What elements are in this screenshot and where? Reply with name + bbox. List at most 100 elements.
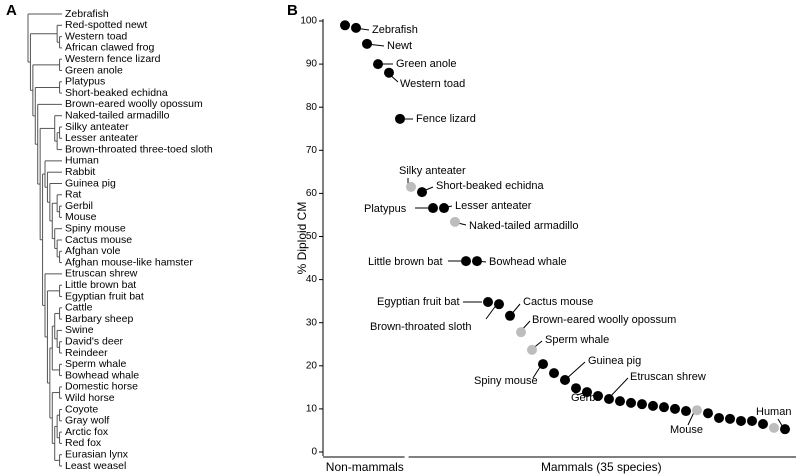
species-label: Guinea pig	[65, 177, 116, 189]
data-point	[373, 59, 383, 70]
data-point	[428, 203, 438, 214]
species-label: Gray wolf	[65, 415, 109, 427]
data-point	[549, 368, 559, 379]
annotation: Cactus mouse	[523, 296, 593, 308]
data-point	[406, 181, 416, 192]
species-label: Human	[65, 155, 99, 167]
species-label: Red fox	[65, 437, 102, 449]
data-point	[714, 412, 724, 423]
annotation: Human	[756, 406, 791, 418]
annotation: Sperm whale	[545, 334, 609, 346]
annotation: Newt	[387, 40, 412, 52]
data-point	[692, 405, 702, 416]
annotation: Guinea pig	[588, 355, 641, 367]
data-point	[769, 422, 779, 433]
data-point	[340, 20, 350, 31]
data-point	[516, 327, 526, 338]
species-label: Western toad	[65, 30, 127, 42]
data-point	[736, 415, 746, 426]
annotation: Brown-throated sloth	[370, 321, 472, 333]
species-label: Sperm whale	[65, 358, 126, 370]
species-label: Brown-eared woolly opossum	[65, 98, 203, 110]
data-point	[780, 424, 790, 435]
species-label: Naked-tailed armadillo	[65, 109, 170, 121]
panel-label: B	[287, 2, 298, 19]
data-point	[461, 256, 471, 267]
annotation: Lesser anteater	[455, 200, 532, 212]
data-point	[703, 408, 713, 419]
species-label: Domestic horse	[65, 381, 138, 393]
y-tick-label: 0	[311, 447, 317, 458]
y-tick-label: 100	[300, 16, 317, 27]
y-tick-label: 80	[306, 102, 318, 113]
y-tick-label: 20	[306, 360, 318, 371]
species-label: Silky anteater	[65, 121, 129, 133]
annotation: Mouse	[670, 424, 703, 436]
species-label: Etruscan shrew	[65, 268, 138, 280]
species-label: Coyote	[65, 403, 98, 415]
y-tick-label: 90	[306, 59, 318, 70]
species-label: Red-spotted newt	[65, 19, 147, 31]
data-point	[417, 187, 427, 198]
annotation: Western toad	[400, 78, 465, 90]
species-label: Wild horse	[65, 392, 115, 404]
species-label: Cattle	[65, 302, 93, 314]
data-point	[505, 310, 515, 321]
data-point	[362, 38, 372, 49]
species-label: Bowhead whale	[65, 369, 139, 381]
group-label: Non-mammals	[326, 460, 404, 474]
data-point	[538, 359, 548, 370]
data-point	[395, 113, 405, 124]
data-point	[747, 415, 757, 426]
data-point	[560, 375, 570, 386]
species-label: Brown-throated three-toed sloth	[65, 143, 213, 155]
data-point	[582, 387, 592, 398]
plot: 0 10 20 30 40 50 60 70 80 90 100 Non-mammals Mammals…	[300, 16, 796, 474]
data-point	[681, 406, 691, 417]
data-point	[571, 383, 581, 394]
species-label: Egyptian fruit bat	[65, 290, 144, 302]
annotation: Green anole	[396, 58, 457, 70]
y-tick-label: 40	[306, 274, 318, 285]
data-point	[615, 396, 625, 407]
species-label: Barbary sheep	[65, 313, 133, 325]
species-label: Zebrafish	[65, 8, 109, 20]
annotation: Naked-tailed armadillo	[469, 220, 578, 232]
data-point	[604, 393, 614, 404]
species-label: Short-beaked echidna	[65, 87, 168, 99]
species-label: Platypus	[65, 76, 105, 88]
annotation: Etruscan shrew	[630, 371, 706, 383]
annotation: Spiny mouse	[474, 375, 538, 387]
annotation: Little brown bat	[368, 256, 443, 268]
data-point	[527, 344, 537, 355]
y-axis-label: % Diploid CM	[295, 202, 309, 275]
y-tick-label: 30	[306, 317, 318, 328]
species-label: Arctic fox	[65, 426, 109, 438]
species-label: Spiny mouse	[65, 222, 126, 234]
annotation: Silky anteater	[399, 165, 466, 177]
annotation: Platypus	[364, 203, 407, 215]
species-label: Lesser anteater	[65, 132, 138, 144]
data-point	[439, 203, 449, 214]
y-tick-label: 50	[306, 231, 318, 242]
species-label: Rabbit	[65, 166, 95, 178]
data-point	[659, 402, 669, 413]
annotation: Egyptian fruit bat	[377, 296, 460, 308]
species-label: Least weasel	[65, 460, 126, 472]
annotation: Bowhead whale	[489, 256, 567, 268]
species-label: Rat	[65, 189, 81, 201]
annotation: Fence lizard	[416, 113, 476, 125]
species-label: African clawed frog	[65, 42, 154, 54]
annotation: Brown-eared woolly opossum	[532, 314, 676, 326]
group-label: Mammals (35 species)	[541, 460, 662, 474]
data-point	[472, 256, 482, 267]
species-label: Western fence lizard	[65, 53, 161, 65]
data-point	[725, 413, 735, 424]
y-tick-label: 10	[306, 404, 318, 415]
species-label: Afghan mouse-like hamster	[65, 256, 193, 268]
data-point	[758, 418, 768, 429]
species-label: Mouse	[65, 211, 97, 223]
data-point	[637, 399, 647, 410]
